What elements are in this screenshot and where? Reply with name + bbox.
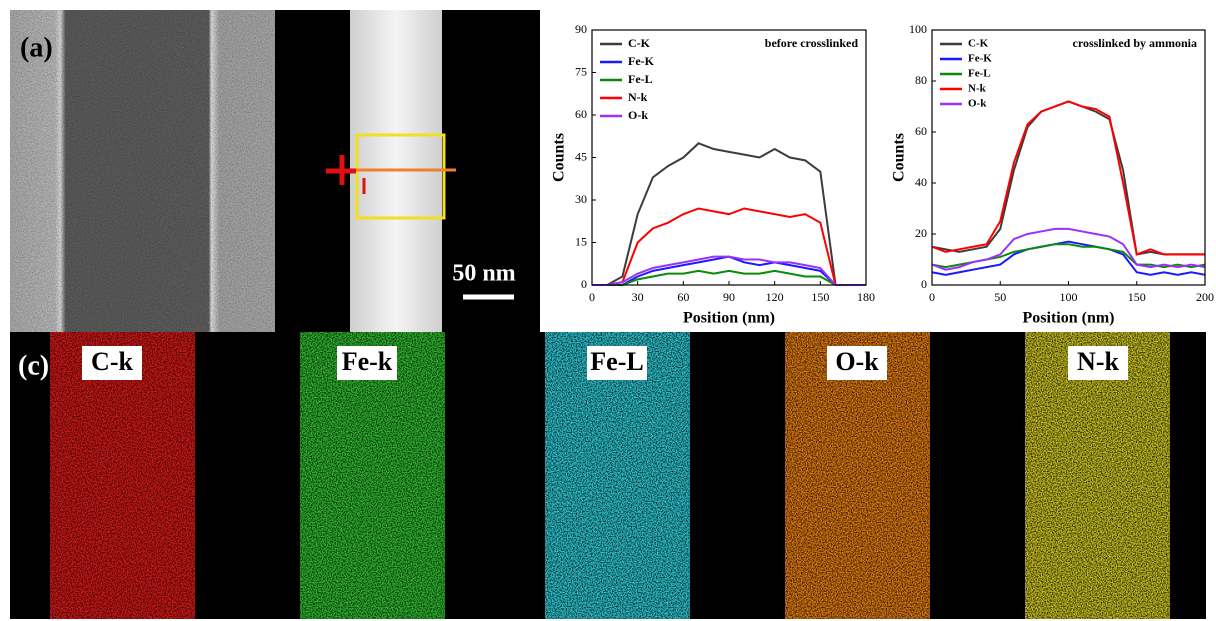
legend-label: Fe-K: [968, 53, 992, 65]
legend-label: N-k: [628, 90, 648, 104]
y-tick-label: 80: [915, 73, 927, 87]
y-tick-label: 100: [909, 22, 927, 36]
y-tick-label: 0: [921, 277, 927, 291]
y-tick-label: 60: [915, 124, 927, 138]
y-tick-label: 60: [575, 107, 587, 121]
series-line: [931, 240, 1206, 276]
x-axis-label: Position (nm): [683, 310, 775, 327]
legend-label: N-k: [968, 83, 987, 95]
y-tick-label: 30: [575, 192, 587, 206]
series-line: [592, 255, 866, 286]
plot-frame: [931, 29, 1206, 286]
x-tick-label: 50: [994, 290, 1006, 304]
scan-box: [355, 133, 446, 220]
y-tick-label: 90: [575, 22, 587, 36]
label-box: [337, 346, 397, 380]
label-box: [1068, 346, 1128, 380]
x-tick-label: 150: [811, 290, 829, 304]
series-line: [592, 142, 866, 286]
map-label: Fe-k: [342, 347, 393, 376]
y-tick-label: 40: [915, 175, 927, 189]
series-line: [931, 227, 1206, 271]
line-profiles: 0 30 60 90 120 150 180 0 15 30 45 60 75 90 C-K Fe-K Fe-L…: [540, 0, 1216, 332]
x-tick-label: 0: [929, 290, 935, 304]
series-line: [592, 269, 866, 286]
image-noise: [10, 10, 275, 332]
label-box: [82, 346, 142, 380]
label-box: [587, 346, 647, 380]
label-box: [827, 346, 887, 380]
panel-b: (b) 50 nm: [275, 10, 540, 332]
map-label: O-k: [835, 347, 879, 376]
x-tick-label: 0: [589, 290, 595, 304]
panel-label: (a): [20, 32, 53, 63]
y-tick-label: 15: [575, 234, 587, 248]
panel-a: (a): [10, 10, 275, 332]
map-label: N-k: [1077, 347, 1119, 376]
legend-label: O-k: [968, 98, 987, 110]
x-axis-label: Position (nm): [1023, 310, 1115, 327]
legend-label: Fe-L: [968, 68, 991, 80]
y-axis-label: Counts: [551, 133, 568, 182]
panel-label: (c): [18, 350, 49, 381]
map-label: Fe-L: [590, 347, 643, 376]
annotation: crosslinked by ammonia: [1073, 36, 1197, 50]
chart-background: [540, 0, 1216, 332]
chart: 0 30 60 90 120 150 180 0 15 30 45 60 75 90 C-K Fe-K Fe-L…: [551, 22, 875, 327]
series-line: [592, 207, 866, 286]
plot-frame: [591, 29, 867, 286]
map-label: C-k: [91, 347, 133, 376]
legend-label: Fe-L: [628, 72, 653, 86]
x-tick-label: 30: [632, 290, 644, 304]
panel-label: (b): [285, 32, 319, 63]
x-tick-label: 60: [677, 290, 689, 304]
x-tick-label: 100: [1060, 290, 1078, 304]
legend-label: C-K: [968, 38, 989, 50]
scale-label: 50 nm: [452, 261, 515, 287]
x-tick-label: 150: [1128, 290, 1146, 304]
legend-label: Fe-K: [628, 54, 655, 68]
series-line: [931, 100, 1205, 256]
chart: 0 50 100 150 200 0 20 40 60 80 100 C-K Fe-K Fe-L N-k O-…: [891, 22, 1214, 327]
legend-label: O-k: [628, 108, 648, 122]
x-tick-label: 180: [857, 290, 875, 304]
x-tick-label: 200: [1196, 290, 1214, 304]
y-tick-label: 0: [581, 277, 587, 291]
x-tick-label: 120: [766, 290, 784, 304]
y-tick-label: 45: [575, 149, 587, 163]
annotation: before crosslinked: [765, 36, 859, 50]
y-tick-label: 20: [915, 226, 927, 240]
y-tick-label: 75: [575, 64, 587, 78]
legend-label: C-K: [628, 36, 651, 50]
eds-maps: C-k Fe-k Fe-L O-k N-k: [50, 332, 1170, 619]
y-axis-label: Counts: [891, 133, 908, 182]
x-tick-label: 90: [723, 290, 735, 304]
